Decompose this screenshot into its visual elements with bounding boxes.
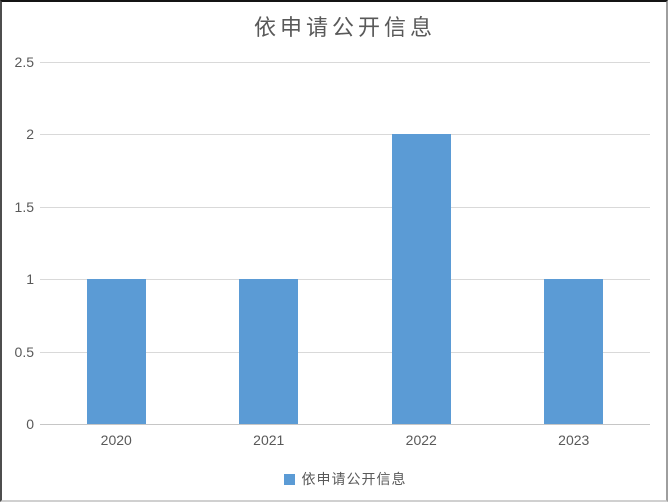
y-tick-label: 2 [26, 126, 34, 142]
legend-swatch-icon [283, 473, 295, 485]
gridline [40, 352, 650, 353]
y-tick-label: 1.5 [14, 199, 34, 215]
x-tick-label: 2023 [558, 432, 590, 448]
x-tick-label: 2021 [253, 432, 285, 448]
bar-2022 [392, 134, 451, 424]
x-axis: 2020 2021 2022 2023 [40, 432, 650, 448]
bar-2023 [544, 279, 603, 424]
bar-2021 [239, 279, 298, 424]
y-tick-label: 0.5 [14, 344, 34, 360]
y-tick-label: 2.5 [14, 54, 34, 70]
legend: 依申请公开信息 [40, 469, 650, 489]
y-tick-label: 1 [26, 271, 34, 287]
x-tick-label: 2022 [405, 432, 437, 448]
gridline [40, 62, 650, 63]
x-axis-line [40, 424, 650, 425]
bar-2020 [87, 279, 146, 424]
chart-title: 依申请公开信息 [253, 15, 436, 40]
legend-label: 依申请公开信息 [301, 471, 407, 487]
y-axis: 0 0.5 1 1.5 2 2.5 [2, 55, 34, 431]
gridline [40, 134, 650, 135]
y-tick-label: 0 [26, 416, 34, 432]
gridline [40, 279, 650, 280]
plot-area [40, 62, 650, 425]
x-tick-label: 2020 [100, 432, 132, 448]
gridline [40, 207, 650, 208]
